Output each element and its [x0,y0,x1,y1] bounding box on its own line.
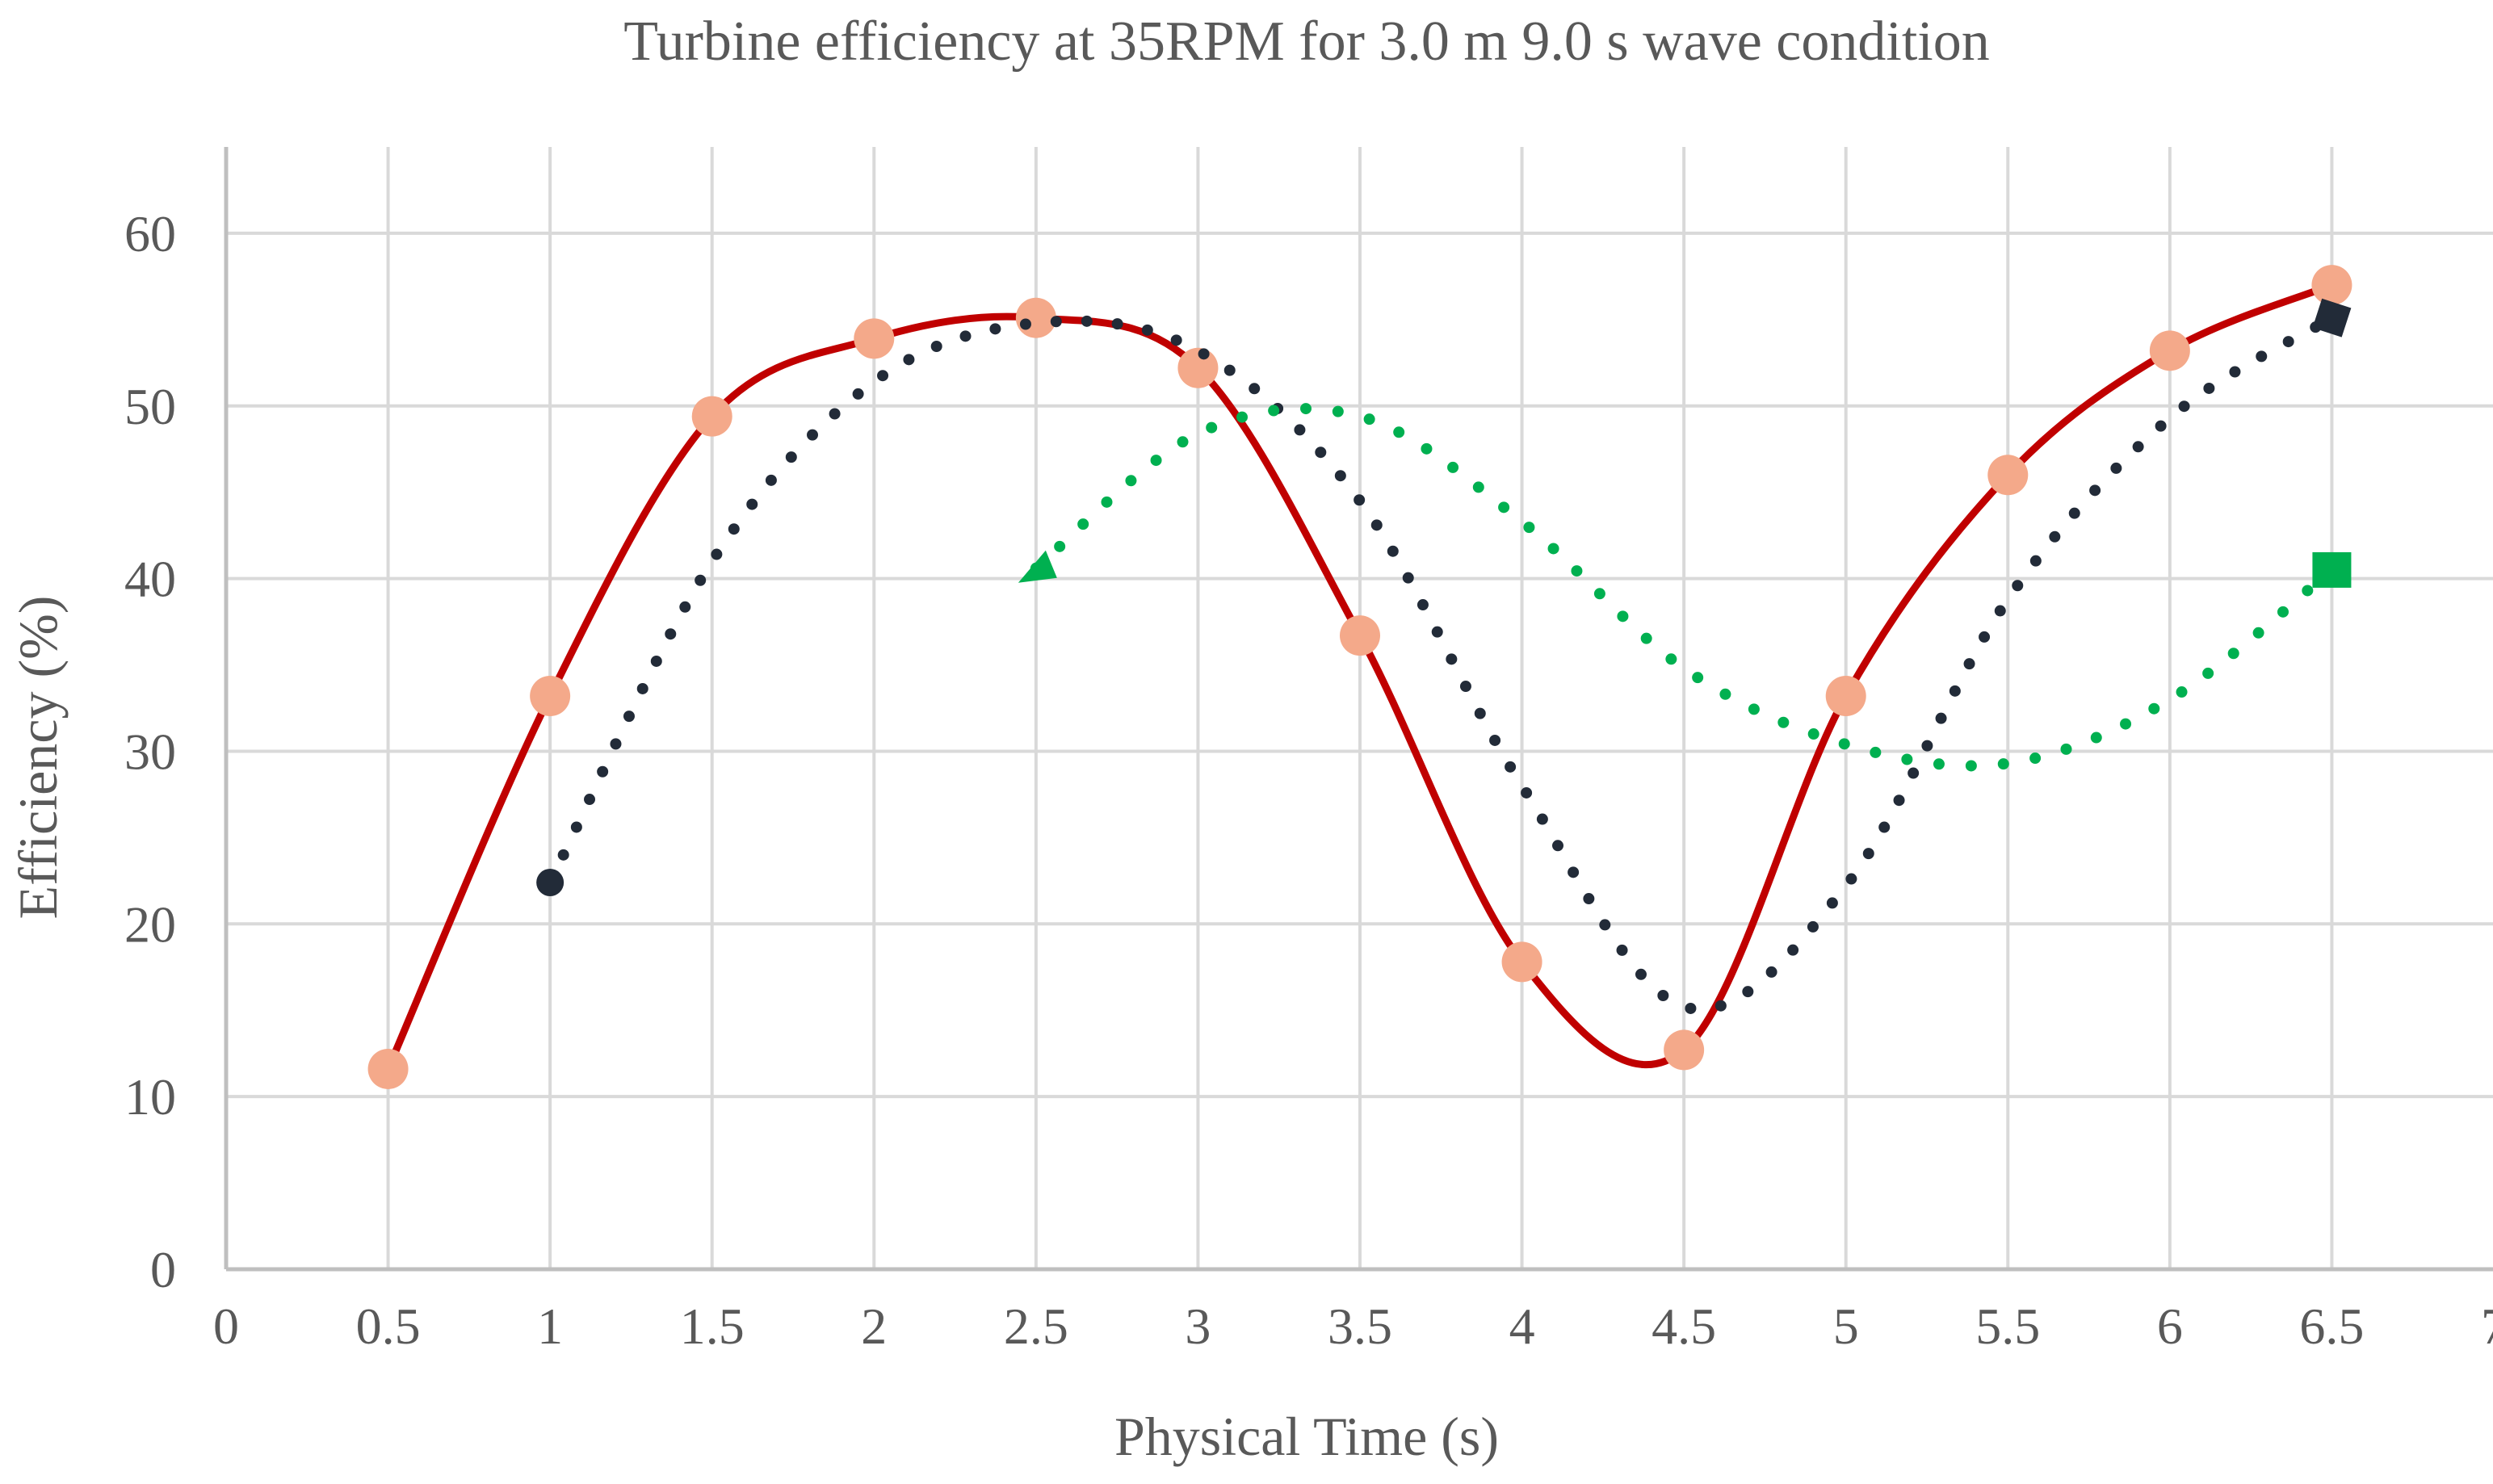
x-tick-label: 0.5 [356,1297,421,1355]
y-tick-label: 0 [150,1241,176,1298]
data-point [1987,455,2029,496]
y-axis-title: Efficiency (%) [7,596,69,920]
y-tick-label: 60 [124,205,176,262]
series-1 [367,265,2352,1089]
data-point [1015,297,1056,338]
data-point [2312,298,2352,337]
data-point [854,318,895,359]
y-tick-label: 50 [124,378,176,435]
x-tick-label: 1 [537,1297,563,1355]
data-point [1501,941,1542,983]
x-tick-label: 2 [861,1297,887,1355]
x-tick-label: 3.5 [1328,1297,1392,1355]
data-point [1664,1029,1705,1071]
x-tick-label: 6 [2157,1297,2183,1355]
x-tick-label: 1.5 [680,1297,745,1355]
x-tick-label: 3 [1185,1297,1211,1355]
series-2 [536,298,2352,1015]
y-tick-label: 40 [124,551,176,608]
axes [224,147,2493,1272]
series-line [1030,403,2338,772]
y-tick-labels: 0 10 20 30 40 50 60 [124,205,176,1298]
y-tick-label: 10 [124,1068,176,1126]
data-point [2311,265,2352,306]
x-axis-title: Physical Time (s) [1114,1406,1499,1467]
data-point [367,1048,409,1089]
x-tick-label: 6.5 [2299,1297,2364,1355]
x-tick-label: 5 [1833,1297,1859,1355]
data-point [1177,347,1219,388]
series-3 [1018,403,2352,772]
x-tick-label: 4 [1509,1297,1535,1355]
x-tick-label: 2.5 [1004,1297,1068,1355]
data-point [1825,676,1866,717]
data-point [536,868,564,896]
x-tick-label: 5.5 [1975,1297,2040,1355]
data-point [2312,551,2352,588]
series [367,265,2352,1089]
data-point [691,396,732,437]
y-tick-label: 20 [124,895,176,953]
y-tick-label: 30 [124,723,176,780]
data-point [2149,330,2190,371]
x-tick-labels: 0 0.5 1 1.5 2 2.5 3 3.5 4 4.5 5 5.5 6 6.5 7 [213,1297,2493,1355]
data-point [1340,615,1380,656]
data-point [530,676,571,717]
x-tick-label: 7 [2481,1297,2493,1355]
x-tick-label: 0 [213,1297,239,1355]
data-point [1018,550,1057,583]
x-tick-label: 4.5 [1652,1297,1716,1355]
chart-title: Turbine efficiency at 35RPM for 3.0 m 9.… [623,10,1989,73]
